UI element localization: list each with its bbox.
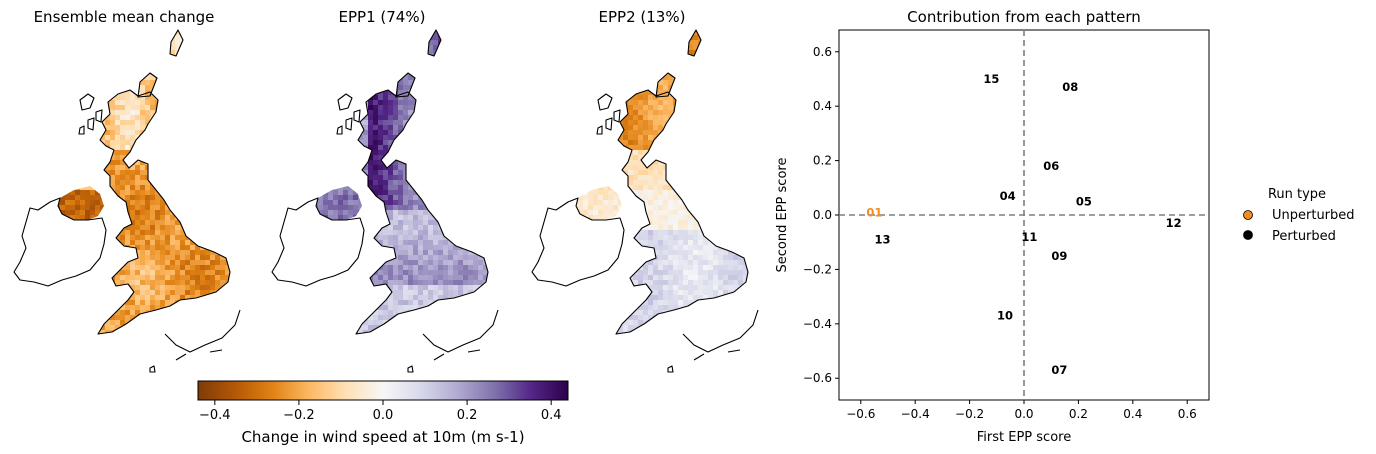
legend-label-unperturbed: Unperturbed: [1272, 208, 1355, 223]
scatter-point-label: 09: [1051, 249, 1067, 263]
colorbar-tick-label: 0.4: [541, 408, 562, 423]
x-tick-label: −0.4: [901, 407, 930, 421]
colorbar: −0.4 −0.2 0.0 0.2 0.4 Change in wind speed a…: [197, 380, 569, 446]
x-tick-label: −0.2: [955, 407, 984, 421]
legend-marker-perturbed: [1243, 230, 1253, 240]
scatter-point-label: 07: [1051, 363, 1067, 377]
x-axis-label: First EPP score: [977, 430, 1071, 445]
map-panel-mean: Ensemble mean change: [13, 8, 241, 373]
colorbar-tick-label: −0.4: [199, 408, 231, 423]
x-tick-label: 0.4: [1123, 407, 1142, 421]
scatter-point-label: 13: [875, 232, 891, 246]
colorbar-tick-label: 0.2: [457, 408, 478, 423]
map-panel-epp2: EPP2 (13%): [531, 8, 759, 373]
scatter-point-label: 10: [997, 309, 1013, 323]
y-tick-label: 0.0: [813, 208, 832, 222]
y-axis-label: Second EPP score: [775, 158, 790, 273]
map-title: Ensemble mean change: [34, 8, 215, 26]
map-title: EPP1 (74%): [339, 8, 426, 26]
y-tick-label: 0.6: [813, 45, 832, 59]
coastline: [271, 29, 499, 373]
y-tick-label: −0.4: [803, 317, 832, 331]
scatter-point-label: 15: [983, 72, 999, 86]
map-title: EPP2 (13%): [599, 8, 686, 26]
map-panel-epp1: EPP1 (74%): [271, 8, 499, 373]
y-tick-label: 0.2: [813, 154, 832, 168]
y-tick-label: −0.2: [803, 262, 832, 276]
scatter-chart: Contribution from each pattern −0.6 −0.4 −…: [775, 8, 1210, 445]
legend-label-perturbed: Perturbed: [1272, 229, 1336, 244]
x-tick-label: 0.0: [1014, 407, 1033, 421]
scatter-point-label: 01: [866, 205, 882, 219]
scatter-point-label: 11: [1021, 230, 1037, 244]
colorbar-label: Change in wind speed at 10m (m s-1): [241, 428, 524, 446]
legend-title: Run type: [1268, 187, 1326, 202]
scatter-point-label: 05: [1076, 194, 1092, 208]
x-tick-label: −0.6: [846, 407, 875, 421]
colorbar-gradient: [197, 380, 569, 401]
y-tick-label: 0.4: [813, 99, 832, 113]
x-tick-label: 0.2: [1069, 407, 1088, 421]
coastline: [531, 29, 759, 373]
scatter-point-label: 12: [1166, 216, 1182, 230]
coastline: [13, 29, 241, 373]
scatter-point-label: 06: [1043, 159, 1059, 173]
colorbar-tick-label: 0.0: [373, 408, 394, 423]
scatter-point-label: 08: [1062, 80, 1078, 94]
y-tick-label: −0.6: [803, 371, 832, 385]
legend-marker-unperturbed: [1243, 210, 1253, 220]
legend: Run type Unperturbed Perturbed: [1243, 187, 1355, 244]
colorbar-tick-label: −0.2: [283, 408, 315, 423]
chart-title: Contribution from each pattern: [907, 8, 1141, 26]
scatter-point-label: 04: [1000, 189, 1016, 203]
x-tick-label: 0.6: [1178, 407, 1197, 421]
